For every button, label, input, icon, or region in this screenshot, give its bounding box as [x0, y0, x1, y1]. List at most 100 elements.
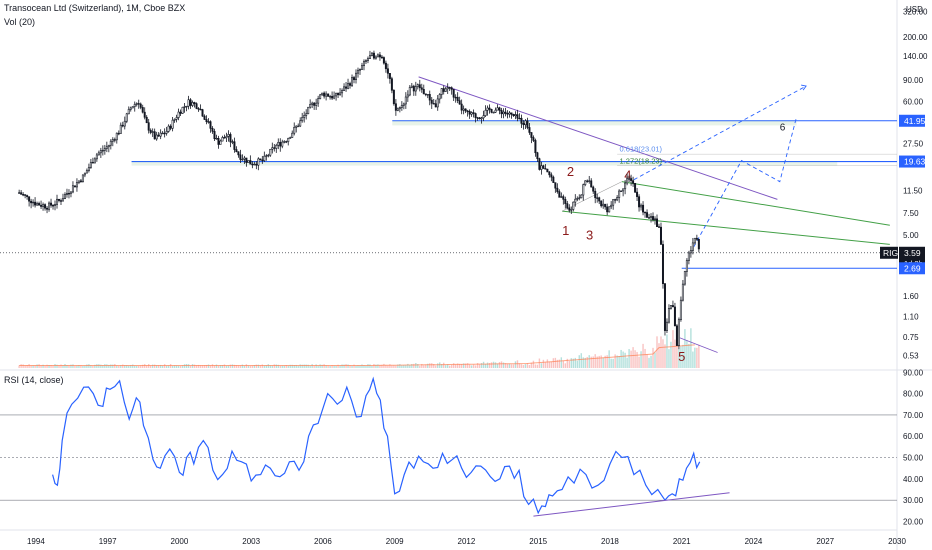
candle-body [143, 111, 146, 118]
candle-body [562, 196, 565, 200]
volume-bar [341, 364, 343, 368]
rsi-layer [0, 376, 897, 517]
volume-bar [323, 364, 325, 368]
x-tick-1994: 1994 [27, 537, 45, 546]
candle-body [598, 197, 601, 202]
volume-bar [54, 364, 56, 368]
candle-body [386, 68, 389, 74]
y-tick-1.10: 1.10 [903, 312, 919, 321]
candle-body [233, 141, 236, 150]
candle-body [75, 182, 78, 188]
candle-body [42, 204, 45, 207]
candle-body [456, 96, 459, 101]
candle-body [147, 122, 150, 131]
x-tick-2000: 2000 [171, 537, 189, 546]
candle-body [137, 103, 140, 105]
volume-bar [401, 365, 403, 368]
y-tick-27.50: 27.50 [903, 139, 924, 148]
volume-bar [632, 347, 634, 368]
volume-bar [498, 362, 501, 368]
candle-body [145, 116, 148, 123]
volume-bar [187, 364, 190, 368]
volume-bar [177, 365, 180, 368]
volume-bar [161, 365, 164, 368]
volume-bar [38, 364, 40, 368]
candle-body [89, 161, 92, 168]
candle-body [241, 158, 244, 161]
volume-bar [231, 364, 234, 368]
volume-bar [371, 365, 373, 368]
candle-body [568, 207, 571, 211]
candle-body [315, 102, 318, 106]
x-tick-2024: 2024 [745, 537, 763, 546]
candle-body [63, 194, 66, 199]
volume-bar [452, 363, 455, 368]
volume-bar [502, 362, 505, 368]
candle-body [69, 191, 72, 194]
candle-body [520, 117, 523, 124]
candle-body [360, 65, 363, 70]
candle-body [638, 196, 641, 208]
candle-body [38, 203, 41, 206]
volume-label: Vol (20) [4, 17, 36, 27]
volume-bar [181, 365, 184, 368]
price-tag-2-69-bg [899, 262, 925, 275]
volume-bar [566, 358, 569, 368]
candle-body [149, 129, 152, 133]
candle-body [590, 180, 593, 188]
volume-bar [564, 363, 567, 368]
candle-body [253, 163, 256, 166]
candle-body [634, 182, 637, 193]
candle-body [329, 96, 332, 98]
volume-bar [544, 362, 547, 368]
candle-body [554, 182, 557, 189]
volume-bar [293, 364, 295, 368]
drawings-layer[interactable]: 1 2 3 4 5 6 0.618(23.01) 1.272(18.23) [0, 76, 897, 364]
candle-body [564, 199, 567, 204]
candle-body [534, 140, 537, 154]
volume-bar [584, 357, 586, 368]
volume-bar [359, 365, 361, 368]
volume-bar [468, 364, 471, 368]
candle-body [632, 180, 635, 184]
volume-bar [112, 364, 114, 368]
volume-bar [189, 365, 192, 368]
candle-body [370, 52, 373, 56]
volume-bar [363, 365, 365, 368]
candle-body [179, 111, 182, 114]
candle-body [376, 54, 379, 58]
candle-body [648, 217, 651, 219]
candle-body [135, 103, 138, 105]
candle-body [378, 54, 381, 58]
symbol-tag-bg [880, 246, 898, 259]
currency-label: USD [906, 5, 923, 14]
volume-bar [568, 361, 570, 368]
volume-bar [88, 364, 90, 368]
candle-body [305, 113, 308, 116]
volume-bar [660, 336, 662, 368]
candle-body [319, 94, 322, 99]
candle-body [117, 132, 120, 135]
volume-bar [648, 357, 650, 368]
volume-bar [329, 365, 331, 368]
candle-body [93, 158, 96, 164]
candle-body [201, 109, 204, 117]
candle-body [129, 107, 132, 110]
volume-bar [140, 365, 142, 368]
candle-body [303, 115, 306, 118]
volume-bar [285, 365, 287, 368]
volume-bar [526, 363, 529, 368]
volume-bar [484, 363, 487, 368]
volume-bar [688, 343, 690, 368]
candle-body [681, 283, 684, 301]
candle-body [85, 170, 88, 174]
volume-bar [114, 364, 116, 368]
volume-bar [72, 364, 74, 368]
candle-body [516, 114, 519, 119]
candle-body [492, 111, 495, 114]
candle-body [484, 109, 487, 116]
volume-bar [291, 364, 293, 368]
candle-body [59, 200, 62, 202]
volume-bar [197, 364, 200, 368]
